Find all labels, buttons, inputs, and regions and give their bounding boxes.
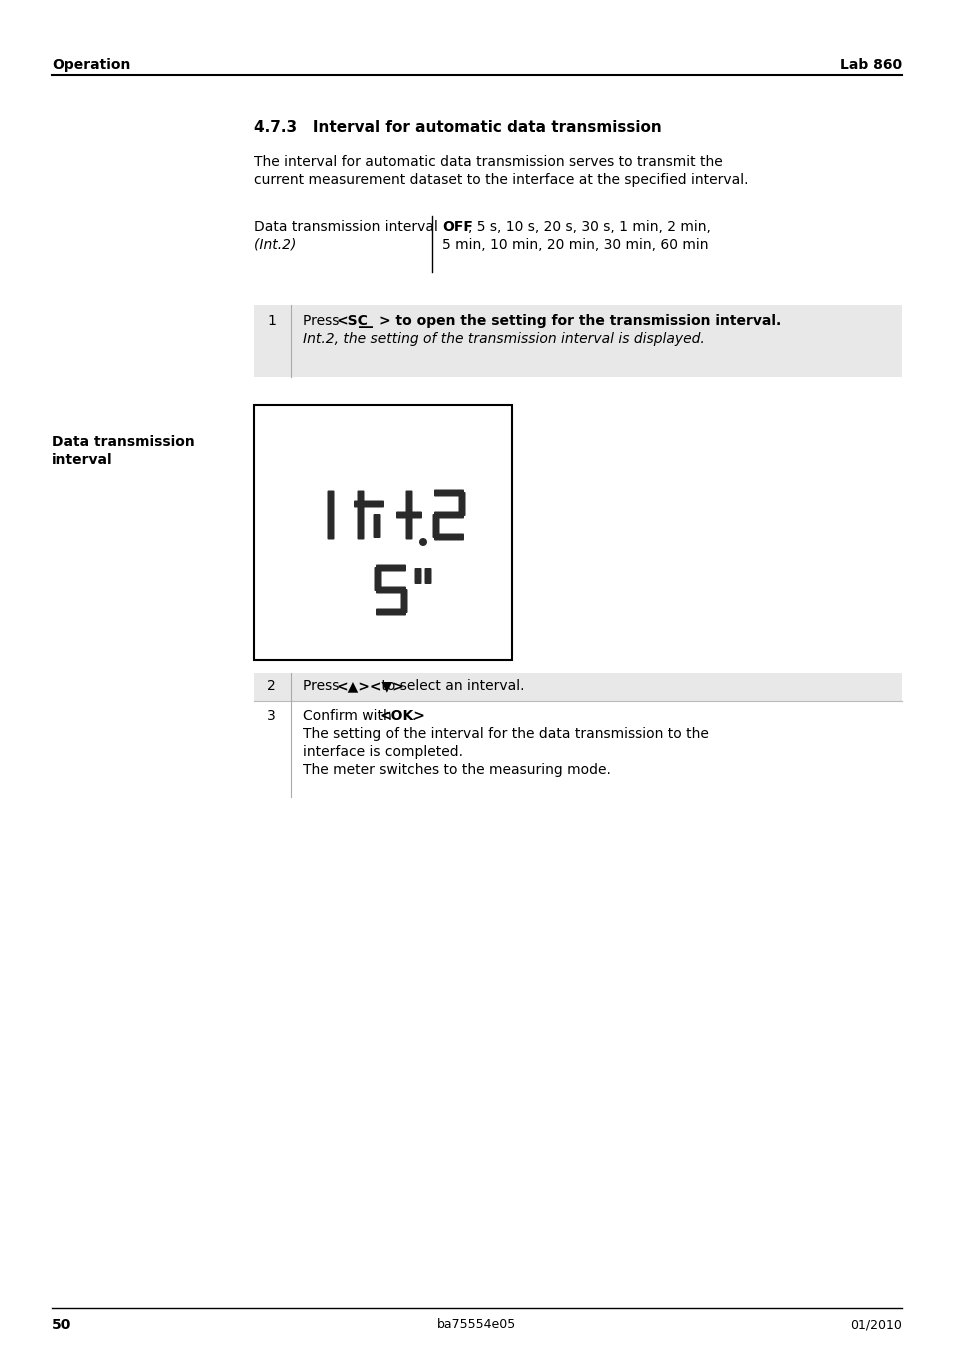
Text: 5 min, 10 min, 20 min, 30 min, 60 min: 5 min, 10 min, 20 min, 30 min, 60 min	[441, 238, 708, 253]
FancyBboxPatch shape	[395, 512, 421, 519]
FancyBboxPatch shape	[375, 608, 406, 616]
FancyBboxPatch shape	[414, 567, 421, 584]
Text: <OK>: <OK>	[379, 709, 425, 723]
Text: 2: 2	[267, 680, 275, 693]
Text: <▲><▼>: <▲><▼>	[336, 680, 404, 693]
FancyBboxPatch shape	[405, 490, 412, 539]
FancyBboxPatch shape	[434, 512, 463, 519]
Text: Data transmission interval: Data transmission interval	[253, 220, 437, 234]
FancyBboxPatch shape	[374, 513, 380, 538]
Text: <SC: <SC	[336, 313, 369, 328]
Text: > to open the setting for the transmission interval.: > to open the setting for the transmissi…	[378, 313, 781, 328]
Bar	[253, 305, 901, 377]
Text: Lab 860: Lab 860	[839, 58, 901, 72]
FancyBboxPatch shape	[400, 589, 407, 613]
Text: Operation: Operation	[52, 58, 131, 72]
Text: Int.2, the setting of the transmission interval is displayed.: Int.2, the setting of the transmission i…	[303, 332, 704, 346]
FancyBboxPatch shape	[375, 565, 406, 571]
Text: The setting of the interval for the data transmission to the: The setting of the interval for the data…	[303, 727, 708, 740]
Text: 3: 3	[267, 709, 275, 723]
FancyBboxPatch shape	[458, 492, 465, 516]
Text: The interval for automatic data transmission serves to transmit the: The interval for automatic data transmis…	[253, 155, 722, 169]
Text: current measurement dataset to the interface at the specified interval.: current measurement dataset to the inter…	[253, 173, 748, 186]
Text: Press: Press	[303, 680, 343, 693]
Text: __: __	[358, 313, 373, 328]
Text: Press: Press	[303, 313, 343, 328]
Text: 50: 50	[52, 1319, 71, 1332]
Text: Data transmission: Data transmission	[52, 435, 194, 449]
FancyBboxPatch shape	[357, 490, 364, 539]
Text: OFF: OFF	[441, 220, 473, 234]
FancyBboxPatch shape	[375, 586, 406, 593]
Text: ba75554e05: ba75554e05	[436, 1319, 517, 1331]
Text: 01/2010: 01/2010	[849, 1319, 901, 1331]
Text: interval: interval	[52, 453, 112, 467]
Text: 1: 1	[267, 313, 275, 328]
Text: .: .	[412, 709, 416, 723]
Text: (​Int.2): (​Int.2)	[253, 238, 296, 253]
FancyBboxPatch shape	[432, 513, 439, 538]
FancyBboxPatch shape	[434, 489, 463, 497]
Bar	[253, 673, 901, 701]
FancyBboxPatch shape	[375, 567, 381, 590]
FancyBboxPatch shape	[434, 534, 463, 540]
FancyBboxPatch shape	[354, 500, 384, 508]
FancyBboxPatch shape	[424, 567, 431, 584]
Circle shape	[418, 538, 427, 546]
Text: , 5 s, 10 s, 20 s, 30 s, 1 min, 2 min,: , 5 s, 10 s, 20 s, 30 s, 1 min, 2 min,	[468, 220, 710, 234]
FancyBboxPatch shape	[327, 490, 335, 539]
Text: The meter switches to the measuring mode.: The meter switches to the measuring mode…	[303, 763, 610, 777]
Text: Confirm with: Confirm with	[303, 709, 395, 723]
Bar	[253, 405, 512, 661]
Text: interface is completed.: interface is completed.	[303, 744, 462, 759]
Text: to select an interval.: to select an interval.	[376, 680, 524, 693]
Text: 4.7.3   Interval for automatic data transmission: 4.7.3 Interval for automatic data transm…	[253, 120, 661, 135]
